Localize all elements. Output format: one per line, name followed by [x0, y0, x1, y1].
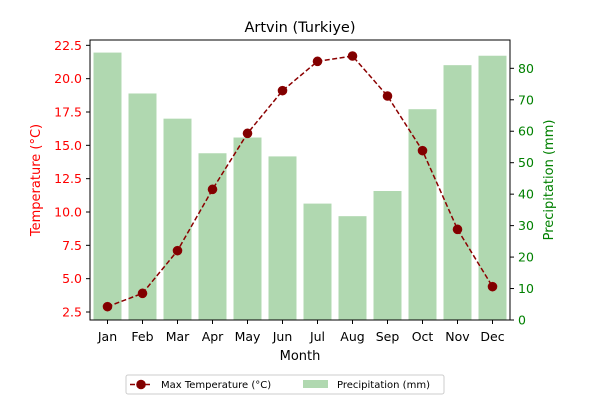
x-tick-label: May	[235, 329, 261, 344]
x-tick-label: Aug	[340, 329, 364, 344]
y-left-tick-label: 10.0	[54, 205, 82, 220]
y-axis-right: 0 10 20 30 40 50 60 70 80	[510, 61, 534, 328]
y-left-tick-label: 5.0	[62, 271, 82, 286]
precipitation-bar	[338, 216, 367, 320]
temperature-point	[382, 91, 393, 101]
y-right-tick-label: 50	[518, 155, 534, 170]
y-left-tick-label: 17.5	[54, 105, 82, 120]
x-tick-label: Jul	[309, 329, 325, 344]
legend-temperature-marker	[136, 379, 146, 390]
precipitation-bar	[303, 203, 332, 320]
y-right-tick-label: 0	[518, 313, 526, 328]
precipitation-bar	[93, 52, 122, 321]
precipitation-bar	[478, 55, 507, 320]
temperature-point	[137, 288, 148, 299]
y-left-tick-label: 15.0	[54, 138, 82, 153]
x-tick-label: Oct	[412, 329, 434, 344]
x-tick-label: Jan	[97, 329, 117, 344]
y-left-tick-label: 12.5	[54, 171, 82, 186]
y-right-tick-label: 20	[518, 250, 534, 265]
y-right-tick-label: 40	[518, 187, 534, 202]
y-left-tick-label: 2.5	[62, 305, 82, 320]
temperature-point	[172, 245, 183, 256]
temperature-point	[102, 301, 113, 312]
legend-precipitation-swatch	[303, 380, 328, 388]
y-axis-left-title: Temperature (°C)	[29, 124, 44, 237]
x-tick-label: Sep	[376, 329, 400, 344]
precipitation-bar	[373, 191, 402, 320]
precipitation-bar	[128, 93, 157, 320]
y-right-tick-label: 10	[518, 281, 534, 296]
y-right-tick-label: 70	[518, 92, 534, 107]
temperature-point	[312, 56, 323, 67]
y-axis-left: 2.5 5.0 7.5 10.0 12.5 15.0 17.5 20.0 22.5	[54, 38, 90, 320]
chart-title: Artvin (Turkiye)	[244, 20, 355, 36]
precipitation-bar	[233, 137, 262, 320]
y-axis-right-title: Precipitation (mm)	[542, 120, 557, 241]
temperature-point	[347, 51, 358, 61]
precipitation-bar	[408, 109, 437, 320]
y-left-tick-label: 20.0	[54, 71, 82, 86]
legend: Max Temperature (°C) Precipitation (mm)	[125, 374, 445, 395]
precipitation-bar	[163, 118, 192, 320]
precipitation-bar	[198, 153, 227, 320]
precipitation-bar	[443, 65, 472, 320]
x-tick-label: Mar	[166, 329, 190, 344]
legend-temperature-label: Max Temperature (°C)	[161, 380, 271, 391]
x-tick-label: Jun	[272, 329, 293, 344]
x-axis-title: Month	[280, 349, 321, 364]
temperature-point	[242, 128, 253, 139]
temperature-point	[452, 224, 463, 235]
y-right-tick-label: 60	[518, 124, 534, 139]
plot-frame	[89, 39, 511, 321]
x-tick-label: Dec	[480, 329, 504, 344]
precipitation-bar	[268, 156, 297, 320]
y-left-tick-label: 7.5	[62, 238, 82, 253]
legend-precipitation-label: Precipitation (mm)	[337, 380, 430, 391]
temperature-point	[277, 85, 288, 96]
x-tick-label: Apr	[202, 329, 224, 344]
temperature-line	[102, 51, 498, 312]
y-right-tick-label: 30	[518, 218, 534, 233]
x-axis: Jan Feb Mar Apr May Jun Jul Aug Sep Oct Nov Dec	[97, 320, 505, 344]
y-right-tick-label: 80	[518, 61, 534, 76]
temperature-point	[207, 184, 218, 195]
legend-frame	[125, 374, 445, 395]
temperature-series-line	[107, 55, 494, 308]
temperature-point	[487, 281, 498, 292]
x-tick-label: Nov	[445, 329, 470, 344]
precipitation-bars	[93, 52, 507, 321]
x-tick-label: Feb	[131, 329, 153, 344]
y-left-tick-label: 22.5	[54, 38, 82, 53]
temperature-point	[417, 145, 428, 156]
